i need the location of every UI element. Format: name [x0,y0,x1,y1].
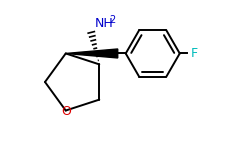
Text: 2: 2 [109,15,116,25]
Text: F: F [191,47,198,60]
Polygon shape [66,49,118,58]
Text: NH: NH [94,17,113,30]
Text: O: O [61,105,71,118]
